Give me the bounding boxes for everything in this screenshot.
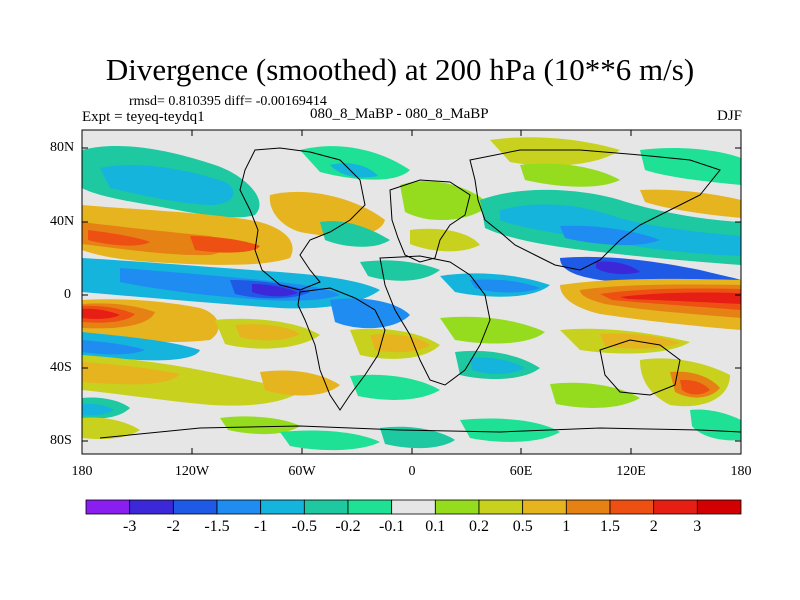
field-patch (620, 292, 741, 304)
colorbar-swatch (565, 499, 611, 515)
colorbar-swatch (696, 499, 742, 515)
field-patch (100, 165, 234, 205)
continent-outlines (99, 147, 741, 439)
field-patch (640, 189, 741, 218)
lon-label-0: 0 (408, 464, 416, 479)
field-patch (330, 163, 378, 178)
field-patch (350, 374, 440, 400)
field-patch (82, 403, 114, 416)
coastline-africa (379, 255, 491, 386)
field-patch (88, 230, 150, 246)
colorbar-swatch (216, 499, 262, 515)
field-patch (400, 181, 490, 221)
colorbar-swatch (347, 499, 393, 515)
colorbar-label: -0.2 (335, 518, 361, 535)
colorbar-swatch (478, 499, 524, 515)
experiment-label: Expt = teyeq-teydq1 (82, 109, 205, 125)
colorbar-swatch (260, 499, 305, 515)
run-comparison-label: 080_8_MaBP - 080_8_MaBP (310, 106, 489, 122)
lat-label-80s: 80S (50, 433, 72, 448)
coastline-australia (599, 339, 681, 396)
field-patch (440, 316, 545, 344)
field-patch (680, 379, 710, 395)
field-patch (280, 430, 380, 451)
field-patch (82, 308, 120, 319)
colorbar-swatch (609, 499, 655, 515)
colorbar-label: -0.1 (379, 518, 405, 535)
lon-label-120e: 120E (616, 464, 646, 479)
colorbar-label: 0.2 (469, 518, 489, 535)
field-patch (235, 324, 300, 341)
field-patch (300, 146, 410, 180)
field-patch (380, 426, 455, 449)
coastline-antarctica (99, 425, 741, 439)
colorbar-swatch (85, 499, 131, 515)
colorbar-label: 1 (562, 518, 571, 535)
colorbar (85, 499, 742, 515)
colorbar-swatch (434, 499, 480, 515)
field-patch (360, 260, 440, 281)
colorbar-label: -2 (166, 518, 180, 535)
field-patch (82, 222, 225, 256)
colorbar-swatch (303, 499, 349, 515)
field-patch (410, 228, 480, 252)
lon-label-60w: 60W (288, 464, 316, 479)
plot-title: Divergence (smoothed) at 200 hPa (10**6 … (105, 52, 695, 87)
lat-label-0: 0 (64, 287, 71, 302)
field-patch (520, 163, 620, 187)
colorbar-label: -1.5 (204, 518, 230, 535)
field-patch (190, 236, 260, 253)
colorbar-label: 2 (649, 518, 658, 535)
field-patch (220, 416, 300, 435)
colorbar-swatch (522, 499, 567, 515)
field-patch (82, 340, 145, 355)
coastline-europe (389, 179, 471, 263)
lon-label-180w: 180 (71, 464, 93, 479)
colorbar-label: 3 (693, 518, 702, 535)
colorbar-swatch (653, 499, 698, 515)
field-patch (560, 225, 660, 246)
lat-label-40n: 40N (50, 214, 75, 229)
season-label: DJF (716, 108, 742, 124)
field-patch (82, 417, 140, 440)
colorbar-label: 0.5 (512, 518, 533, 535)
field-patch (260, 370, 340, 396)
field-patch (82, 362, 180, 385)
coastline-north-america (239, 147, 366, 291)
field-patch (470, 357, 525, 374)
field-patch (490, 137, 620, 166)
colorbar-label: -3 (123, 518, 137, 535)
field-patch (460, 418, 560, 442)
colorbar-swatch (391, 499, 436, 515)
colorbar-swatch (129, 499, 174, 515)
rmsd-diff-stats: rmsd= 0.810395 diff= -0.00169414 (129, 94, 327, 109)
divergence-field (82, 130, 741, 454)
lat-label-80n: 80N (50, 140, 75, 155)
colorbar-label: 1.5 (600, 518, 620, 535)
axis-ticks (82, 130, 741, 454)
field-patch (252, 284, 298, 297)
lon-label-120w: 120W (174, 464, 210, 479)
colorbar-swatch (172, 499, 218, 515)
colorbar-label: 0.1 (425, 518, 446, 535)
colorbar-label: -1 (254, 518, 268, 535)
field-patch (690, 409, 741, 441)
field-patch (470, 279, 540, 293)
lat-label-40s: 40S (50, 360, 72, 375)
lon-label-60e: 60E (509, 464, 533, 479)
lon-label-180e: 180 (730, 464, 752, 479)
field-patch (330, 298, 410, 329)
colorbar-label: -0.5 (291, 518, 317, 535)
coastline-asia (469, 149, 721, 271)
coastline-south-america (297, 287, 386, 411)
field-patch (596, 261, 640, 275)
